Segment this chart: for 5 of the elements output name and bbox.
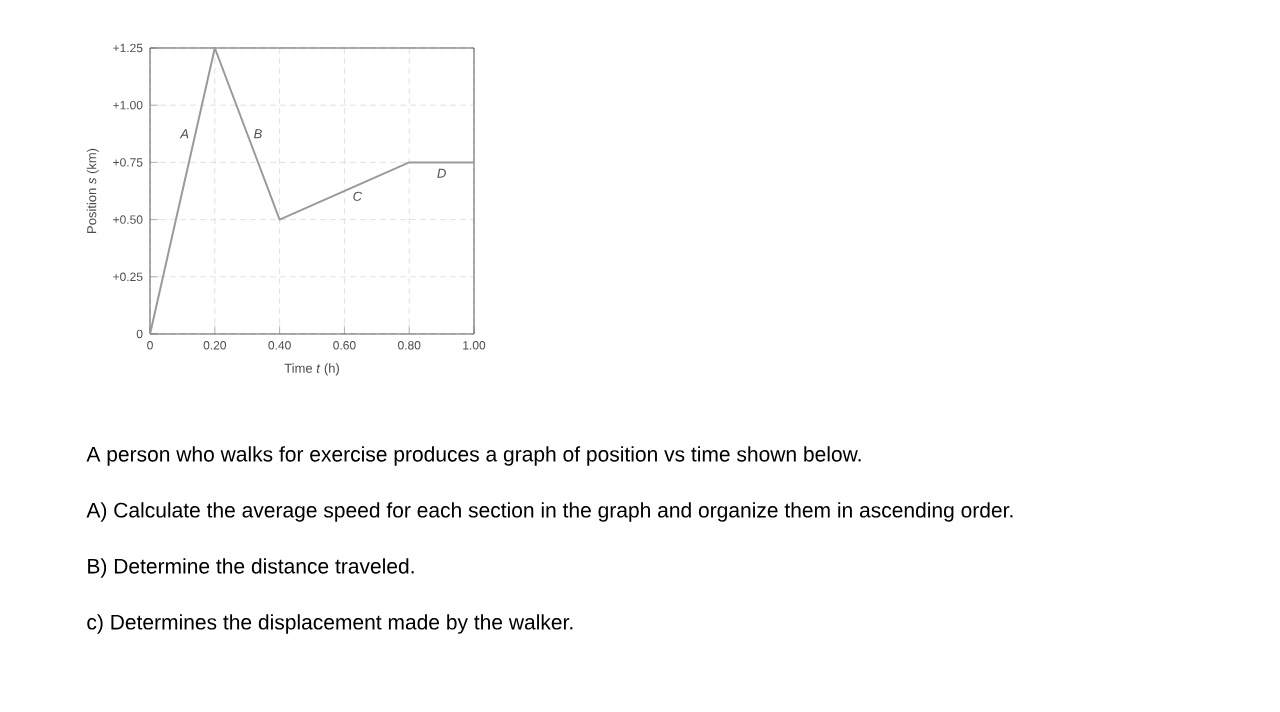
text: A) Calculate the average speed for each section in the graph and organize them in ascending order. (86, 502, 1013, 522)
text: A person who walks for exercise produces a graph of position vs time shown below. (86, 446, 861, 466)
text: B) Determine the distance traveled. (88, 558, 414, 578)
line-series (149, 46, 476, 335)
text: c) Determines the displacement made by the walker. (87, 614, 573, 634)
